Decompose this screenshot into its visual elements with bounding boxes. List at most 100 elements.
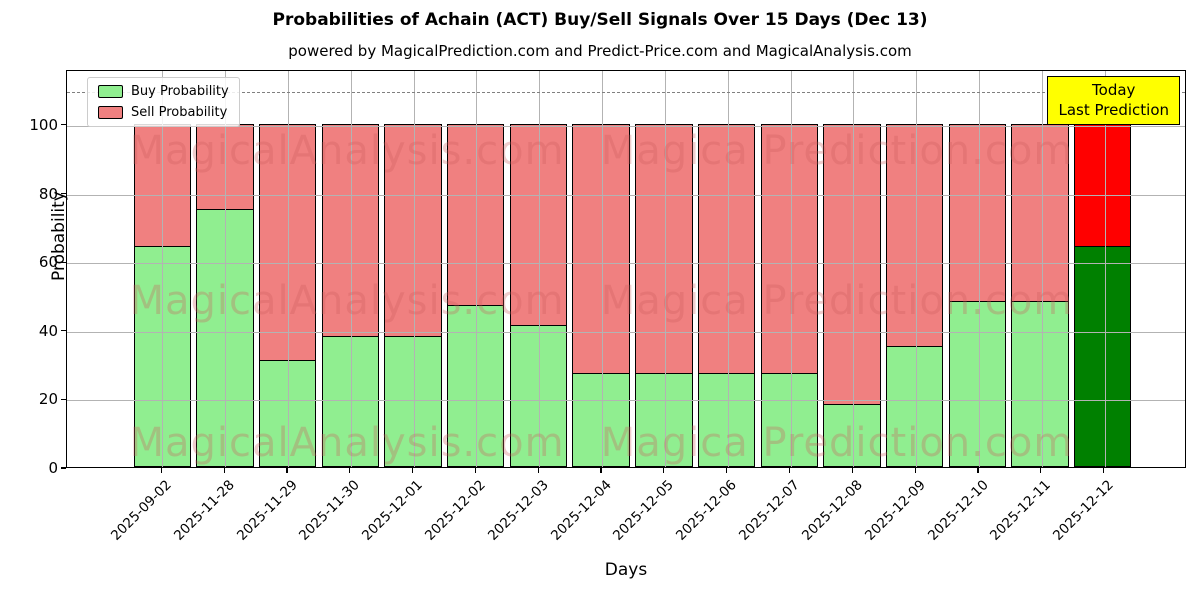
y-axis-title: Probability: [48, 191, 69, 281]
x-tick-label: 2025-12-09: [861, 477, 929, 544]
x-tick-label: 2025-11-28: [170, 477, 238, 544]
bar-2025-12-07: [760, 123, 818, 467]
x-tick-mark: [600, 468, 602, 473]
sell-segment: [133, 123, 192, 248]
x-tick-mark: [286, 468, 288, 473]
x-tick-mark: [349, 468, 351, 473]
buy-segment: [635, 374, 693, 467]
x-tick-mark: [977, 468, 979, 473]
x-tick-label: 2025-12-11: [987, 477, 1055, 544]
sell-segment: [697, 123, 756, 375]
buy-segment: [1011, 302, 1069, 467]
x-tick-label: 2025-12-01: [359, 477, 426, 544]
legend-row-sell: Sell Probability: [98, 105, 229, 120]
x-tick-label: 2025-11-30: [296, 477, 364, 544]
bar-slot-2025-12-11: [1009, 71, 1072, 467]
x-tick-mark: [474, 468, 477, 473]
x-tick-mark: [223, 468, 225, 473]
buy-segment: [196, 209, 254, 467]
legend-label-buy: Buy Probability: [131, 84, 229, 99]
bar-2025-09-02: [133, 123, 192, 467]
sell-segment: [259, 123, 317, 361]
x-tick-label: 2025-11-29: [233, 477, 301, 544]
bar-2025-12-05: [635, 123, 693, 467]
bar-2025-12-03: [509, 123, 568, 467]
buy-segment: [885, 346, 944, 467]
sell-segment: [1011, 123, 1069, 303]
chart-title: Probabilities of Achain (ACT) Buy/Sell S…: [272, 10, 928, 30]
bar-slot-2025-12-05: [633, 71, 696, 467]
x-tick-mark: [412, 468, 414, 473]
buy-segment: [259, 360, 317, 467]
bar-2025-12-10: [948, 123, 1006, 467]
sell-segment: [572, 123, 630, 375]
buy-segment: [823, 405, 881, 467]
x-axis-title: Days: [604, 560, 648, 580]
x-tick-label: 2025-12-07: [736, 477, 803, 544]
x-tick-mark: [914, 468, 916, 473]
bar-slot-2025-11-30: [319, 71, 382, 467]
x-tick-mark: [851, 468, 853, 473]
y-tick-label: 20: [38, 390, 58, 409]
bar-2025-12-11: [1011, 123, 1069, 467]
buy-segment: [948, 302, 1006, 467]
buy-segment: [133, 247, 192, 467]
x-tick-mark: [1040, 468, 1042, 473]
buy-segment: [697, 374, 756, 467]
legend-label-sell: Sell Probability: [131, 105, 228, 120]
x-tick-label: 2025-12-04: [547, 477, 615, 544]
bar-slot-2025-12-07: [758, 71, 821, 467]
plot-area: MagicalAnalysis.com Magica Prediction.co…: [66, 70, 1186, 468]
x-tick-label: 2025-12-05: [610, 477, 678, 544]
today-annotation: Today Last Prediction: [1047, 76, 1180, 125]
today-annotation-line2: Last Prediction: [1058, 101, 1169, 120]
x-tick-mark: [1102, 468, 1105, 473]
bar-2025-12-12: [1073, 123, 1132, 467]
buy-swatch-icon: [98, 85, 123, 98]
sell-segment: [321, 123, 380, 337]
x-tick-label: 2025-12-10: [924, 477, 992, 544]
bar-slot-2025-09-02: [131, 71, 194, 467]
chart-subtitle: powered by MagicalPrediction.com and Pre…: [288, 42, 912, 60]
sell-segment: [948, 123, 1006, 303]
bar-slot-2025-12-08: [821, 71, 884, 467]
bar-2025-12-09: [885, 123, 944, 467]
x-tick-mark: [663, 468, 665, 473]
bar-2025-11-29: [259, 123, 317, 467]
sell-segment: [447, 123, 505, 306]
buy-segment: [572, 374, 630, 467]
legend-row-buy: Buy Probability: [98, 84, 229, 99]
x-tick-label: 2025-12-08: [798, 477, 866, 544]
x-tick-label: 2025-12-03: [484, 477, 552, 544]
bar-2025-12-01: [384, 123, 442, 467]
sell-segment: [1073, 123, 1132, 248]
bar-2025-12-08: [823, 123, 881, 467]
sell-segment: [823, 123, 881, 406]
bar-2025-12-04: [572, 123, 630, 467]
x-tick-label: 2025-09-02: [107, 477, 175, 544]
bar-2025-11-30: [321, 123, 380, 467]
buy-segment: [1073, 247, 1132, 467]
x-tick-mark: [160, 468, 162, 473]
x-tick-mark: [537, 468, 539, 473]
y-tick-label: 100: [29, 115, 58, 134]
x-tick-label: 2025-12-12: [1050, 477, 1117, 544]
buy-segment: [760, 374, 818, 467]
buy-segment: [321, 336, 380, 467]
bar-slot-2025-12-02: [444, 71, 507, 467]
bar-slot-2025-12-04: [570, 71, 633, 467]
buy-segment: [447, 305, 505, 467]
sell-swatch-icon: [98, 106, 123, 119]
bars-layer: [131, 71, 1134, 467]
sell-segment: [509, 123, 568, 327]
bar-slot-2025-12-06: [695, 71, 758, 467]
sell-segment: [196, 123, 254, 210]
y-tick-label: 0: [48, 459, 58, 477]
x-tick-mark: [726, 468, 728, 473]
x-tick-label: 2025-12-06: [673, 477, 741, 544]
bar-slot-2025-12-10: [946, 71, 1009, 467]
sell-segment: [384, 123, 442, 337]
sell-segment: [885, 123, 944, 347]
buy-segment: [384, 336, 442, 467]
